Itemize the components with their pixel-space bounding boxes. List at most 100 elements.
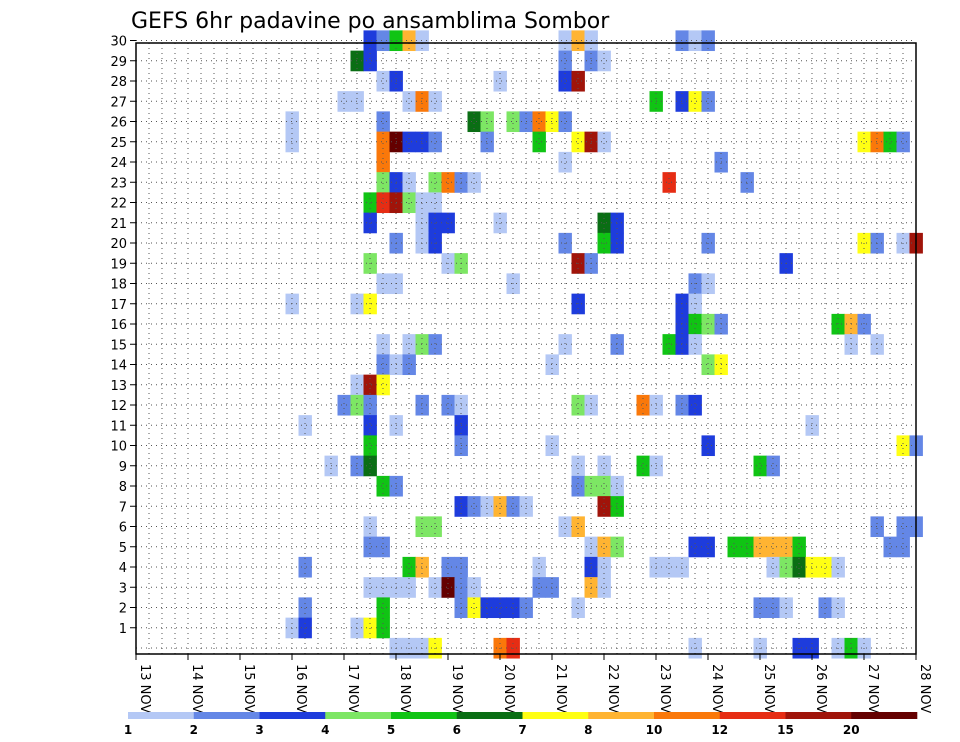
- x-tick-label: 14 NOV: [189, 664, 204, 713]
- heatmap-cell: [402, 192, 416, 214]
- x-tick-label: 15 NOV: [241, 664, 256, 713]
- legend-label: 5: [387, 723, 395, 737]
- heatmap-cell: [428, 516, 442, 538]
- heatmap-cell: [675, 334, 689, 355]
- heatmap-cell: [363, 394, 377, 416]
- heatmap-cell: [545, 354, 559, 376]
- heatmap-cell: [363, 577, 377, 598]
- y-tick-label: 15: [110, 338, 127, 353]
- heatmap-cell: [350, 617, 364, 639]
- heatmap-cell: [376, 172, 390, 193]
- y-axis: 1234567891011121314151617181920212223242…: [110, 35, 136, 637]
- y-tick-label: 17: [110, 298, 127, 313]
- y-tick-label: 11: [110, 419, 127, 434]
- heatmap-cell: [376, 597, 390, 619]
- legend-label: 3: [255, 723, 263, 737]
- x-tick-label: 21 NOV: [553, 664, 568, 713]
- heatmap-cell: [636, 394, 650, 416]
- heatmap-cell: [337, 91, 351, 112]
- heatmap-cell: [428, 212, 442, 234]
- grid-lines: [135, 40, 916, 654]
- heatmap-cell: [441, 394, 455, 416]
- color-legend: 1 2 3 4 5 6 7 8 10 12 15 20: [124, 712, 918, 737]
- heatmap-cell: [415, 212, 429, 234]
- x-tick-label: 23 NOV: [657, 664, 672, 713]
- x-tick-label: 13 NOV: [137, 664, 152, 713]
- heatmap-cell: [376, 111, 390, 133]
- heatmap-cell: [662, 556, 676, 578]
- heatmap-cell: [701, 30, 715, 52]
- legend-label: 7: [518, 723, 526, 737]
- y-tick-label: 22: [110, 197, 127, 212]
- heatmap-cell: [558, 151, 572, 173]
- heatmap-cell: [688, 313, 702, 335]
- heatmap-cell: [610, 536, 624, 558]
- heatmap-cell: [415, 91, 429, 112]
- heatmap-cell: [753, 536, 767, 558]
- y-tick-label: 2: [119, 602, 127, 617]
- heatmap-cell: [493, 496, 507, 517]
- heatmap-cell: [402, 334, 416, 355]
- heatmap-cell: [688, 394, 702, 416]
- heatmap-cell: [883, 536, 897, 558]
- heatmap-cell: [597, 536, 611, 558]
- heatmap-cell: [896, 435, 910, 457]
- heatmap-cell: [545, 111, 559, 133]
- heatmap-cell: [896, 131, 910, 153]
- heatmap-cell: [753, 455, 767, 477]
- heatmap-cell: [571, 597, 585, 619]
- heatmap-cell: [493, 70, 507, 92]
- heatmap-cell: [896, 516, 910, 538]
- heatmap-cell: [532, 131, 546, 153]
- heatmap-cell: [766, 597, 780, 619]
- heatmap-cell: [792, 556, 806, 578]
- legend-label: 12: [711, 723, 728, 737]
- heatmap-cell: [441, 556, 455, 578]
- y-tick-label: 3: [119, 581, 127, 596]
- legend-label: 15: [777, 723, 794, 737]
- y-tick-label: 13: [110, 379, 127, 394]
- legend-label: 6: [453, 723, 461, 737]
- heatmap-cell: [376, 334, 390, 355]
- heatmap-cell: [376, 354, 390, 376]
- heatmap-cell: [532, 577, 546, 598]
- heatmap-cell: [675, 394, 689, 416]
- heatmap-cell: [662, 334, 676, 355]
- heatmap-cell: [376, 475, 390, 497]
- y-tick-label: 29: [110, 55, 127, 70]
- heatmap-cell: [610, 334, 624, 355]
- legend-swatch: [785, 712, 852, 719]
- y-tick-label: 24: [110, 156, 127, 171]
- y-tick-label: 18: [110, 278, 127, 293]
- legend-swatch: [851, 712, 918, 719]
- heatmap-cell: [363, 415, 377, 436]
- legend-label: 2: [190, 723, 198, 737]
- x-tick-label: 22 NOV: [605, 664, 620, 713]
- heatmap-cell: [766, 556, 780, 578]
- heatmap-cell: [688, 334, 702, 355]
- x-tick-label: 18 NOV: [397, 664, 412, 713]
- heatmap-cell: [285, 111, 299, 133]
- heatmap-cell: [740, 172, 754, 193]
- heatmap-cell: [298, 556, 312, 578]
- heatmap-cell: [571, 70, 585, 92]
- x-tick-label: 27 NOV: [865, 664, 880, 713]
- heatmap-cell: [363, 50, 377, 72]
- heatmap-cell: [363, 617, 377, 639]
- heatmap-cell: [688, 91, 702, 112]
- x-tick-label: 19 NOV: [449, 664, 464, 713]
- heatmap-cell: [571, 394, 585, 416]
- heatmap-cell: [285, 131, 299, 153]
- heatmap-cell: [428, 334, 442, 355]
- y-tick-label: 21: [110, 217, 127, 232]
- heatmap-cell: [493, 597, 507, 619]
- legend-swatch: [259, 712, 326, 719]
- heatmap-cell: [350, 374, 364, 396]
- heatmap-cell: [597, 496, 611, 517]
- heatmap-cell: [298, 597, 312, 619]
- heatmap-cell: [597, 556, 611, 578]
- heatmap-cell: [415, 30, 429, 52]
- heatmap-cell: [441, 212, 455, 234]
- heatmap-cell: [870, 334, 884, 355]
